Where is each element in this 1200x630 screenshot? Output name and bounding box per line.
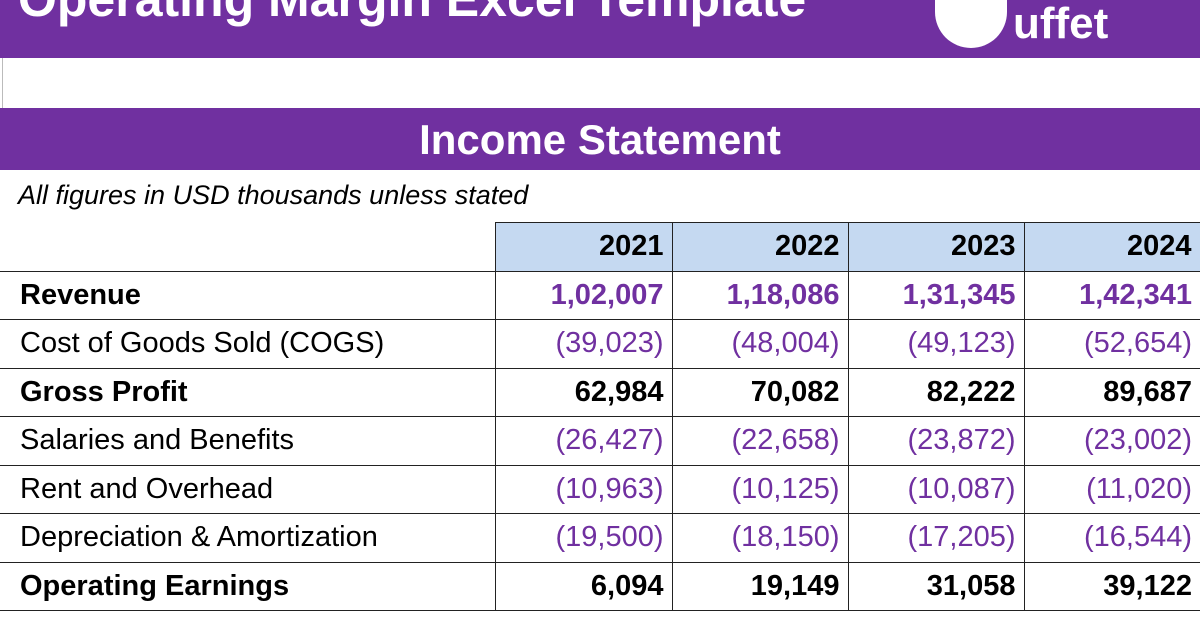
cell-value: (23,872) (847, 416, 1024, 466)
cell-value: (18,150) (671, 513, 848, 563)
cell-value: 1,31,345 (847, 270, 1024, 320)
logo: uffet (935, 0, 1155, 56)
column-header: 2021 (494, 222, 673, 272)
cell-value: (26,427) (494, 416, 672, 466)
cell-value: (52,654) (1023, 319, 1200, 369)
cell-value: (10,963) (494, 464, 672, 514)
cell-value: (16,544) (1023, 513, 1200, 563)
cell-value: 1,02,007 (494, 270, 672, 320)
table-row: Gross Profit 62,984 70,082 82,222 89,687 (0, 367, 1200, 417)
cell-value: (17,205) (847, 513, 1024, 563)
table-row: Salaries and Benefits (26,427) (22,658) (23… (0, 416, 1200, 466)
row-label: Depreciation & Amortization (0, 513, 496, 563)
logo-text: uffet (1013, 0, 1109, 48)
cell-value: 1,42,341 (1023, 270, 1200, 320)
row-label: Revenue (0, 270, 496, 320)
cell-value: (39,023) (494, 319, 672, 369)
table-row: Operating Earnings 6,094 19,149 31,058 39,12… (0, 561, 1200, 611)
row-label: Cost of Goods Sold (COGS) (0, 319, 496, 369)
banner: Operating Margin Excel Template uffet (0, 0, 1200, 58)
cell-value: 39,122 (1023, 561, 1200, 611)
cell-value: (19,500) (494, 513, 672, 563)
column-header: 2022 (671, 222, 849, 272)
cell-value: 31,058 (847, 561, 1024, 611)
cell-value: 19,149 (671, 561, 848, 611)
cell-value: (22,658) (671, 416, 848, 466)
logo-icon (935, 0, 1007, 48)
section-title: Income Statement (0, 108, 1200, 170)
cell-value: (10,125) (671, 464, 848, 514)
table-row: Cost of Goods Sold (COGS) (39,023) (48,004… (0, 319, 1200, 369)
cell-value: (11,020) (1023, 464, 1200, 514)
cell-value: 62,984 (494, 367, 672, 417)
sheet-edge (2, 58, 3, 108)
cell-value: 6,094 (494, 561, 672, 611)
cell-value: (23,002) (1023, 416, 1200, 466)
column-header: 2024 (1023, 222, 1200, 272)
row-label: Salaries and Benefits (0, 416, 496, 466)
note: All figures in USD thousands unless stat… (18, 180, 529, 210)
row-label: Rent and Overhead (0, 464, 496, 514)
column-header: 2023 (847, 222, 1025, 272)
row-label: Gross Profit (0, 367, 496, 417)
cell-value: 1,18,086 (671, 270, 848, 320)
cell-value: (48,004) (671, 319, 848, 369)
income-table: 2021 2022 2023 2024 Revenue 1,02,007 1,18,086… (0, 222, 1200, 611)
banner-title: Operating Margin Excel Template (18, 0, 806, 28)
table-row: Depreciation & Amortization (19,500) (18,1… (0, 513, 1200, 563)
table-body: Revenue 1,02,007 1,18,086 1,31,345 1,42,341 C… (0, 270, 1200, 611)
table-row: Rent and Overhead (10,963) (10,125) (10,087… (0, 464, 1200, 514)
cell-value: 89,687 (1023, 367, 1200, 417)
cell-value: 82,222 (847, 367, 1024, 417)
row-label: Operating Earnings (0, 561, 496, 611)
cell-value: (10,087) (847, 464, 1024, 514)
table-row: Revenue 1,02,007 1,18,086 1,31,345 1,42,341 (0, 270, 1200, 320)
blank-cell (0, 222, 495, 272)
cell-value: (49,123) (847, 319, 1024, 369)
header-row: 2021 2022 2023 2024 (0, 222, 1200, 272)
cell-value: 70,082 (671, 367, 848, 417)
